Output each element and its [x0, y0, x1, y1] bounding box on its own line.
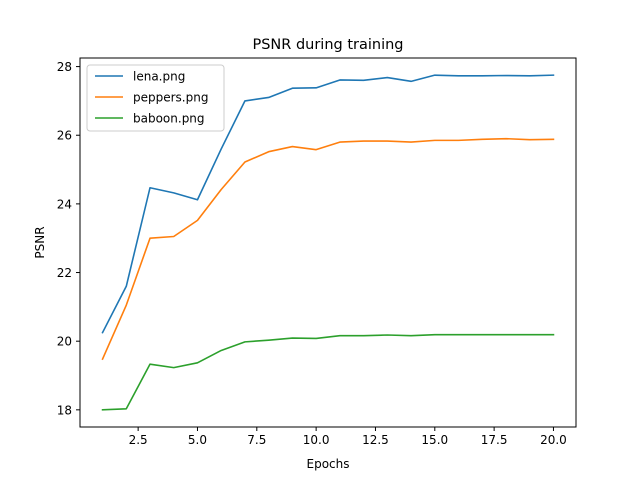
x-tick-label: 2.5 [129, 433, 148, 447]
y-tick-label: 26 [57, 129, 72, 143]
x-tick-label: 7.5 [247, 433, 266, 447]
series-line-baboon-png [101, 333, 555, 411]
legend-label: peppers.png [133, 91, 208, 105]
y-tick-label: 24 [57, 197, 72, 211]
x-tick-label: 15.0 [421, 433, 448, 447]
x-tick-label: 17.5 [481, 433, 508, 447]
y-tick-label: 28 [57, 60, 72, 74]
chart-title: PSNR during training [252, 37, 403, 53]
series-line-peppers-png [101, 137, 555, 361]
legend-label: lena.png [133, 70, 185, 84]
x-tick-label: 5.0 [188, 433, 207, 447]
x-axis-label: Epochs [307, 457, 350, 471]
x-tick-label: 10.0 [303, 433, 330, 447]
plot-frame [79, 57, 577, 428]
x-tick-label: 20.0 [540, 433, 567, 447]
y-axis-label: PSNR [33, 226, 47, 258]
x-tick-label: 12.5 [362, 433, 389, 447]
legend-label: baboon.png [133, 112, 205, 126]
y-tick-label: 20 [57, 335, 72, 349]
legend-box [86, 64, 225, 132]
y-tick-label: 22 [57, 266, 72, 280]
plot-area: 2.5 5.0 7.5 10.0 12.5 15.0 17.5 20.0 18 20 22 24 26 2… [57, 60, 567, 447]
series-line-lena-png [101, 74, 555, 334]
y-tick-label: 18 [57, 403, 72, 417]
legend: lena.png peppers.png baboon.png [86, 64, 225, 132]
